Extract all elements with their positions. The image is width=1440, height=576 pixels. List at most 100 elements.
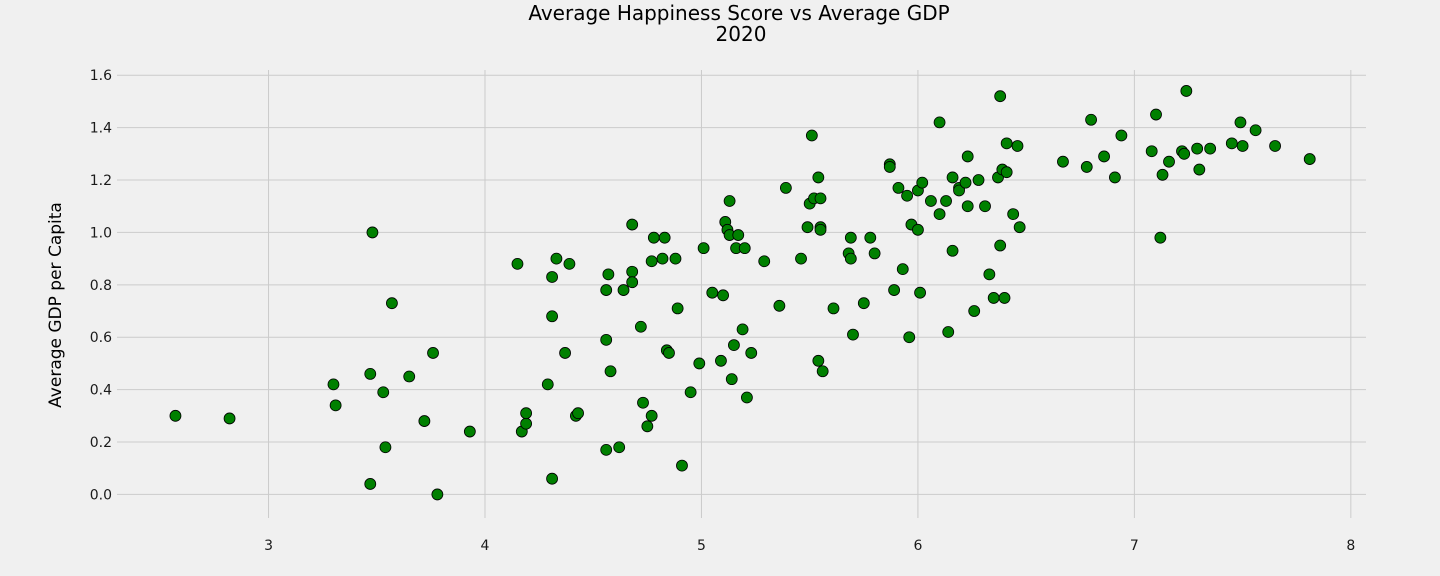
- data-point: [546, 310, 558, 323]
- data-point: [546, 271, 558, 283]
- data-point: [925, 195, 937, 207]
- y-tick-label: 1.4: [90, 121, 112, 137]
- data-point: [844, 231, 857, 244]
- data-point: [773, 299, 786, 312]
- data-point: [169, 409, 182, 422]
- data-point: [888, 284, 901, 296]
- y-tick-label: 0.8: [90, 278, 112, 294]
- data-point: [1080, 161, 1093, 173]
- data-point: [602, 268, 615, 281]
- data-point: [572, 407, 584, 420]
- data-point: [656, 252, 669, 265]
- data-point: [1000, 137, 1013, 150]
- data-point: [1013, 221, 1026, 234]
- data-point: [600, 443, 613, 456]
- data-point: [613, 441, 626, 454]
- data-point: [600, 284, 613, 296]
- data-point: [676, 459, 688, 472]
- data-point: [1204, 142, 1217, 155]
- data-point: [1007, 208, 1020, 220]
- data-point: [814, 192, 827, 205]
- data-point: [671, 302, 684, 315]
- data-point: [959, 176, 972, 189]
- data-point: [816, 365, 829, 378]
- data-point: [403, 370, 416, 383]
- data-point: [745, 347, 758, 359]
- data-point: [647, 231, 660, 244]
- data-point: [706, 286, 719, 299]
- data-point: [600, 333, 613, 346]
- data-point: [377, 386, 390, 399]
- data-point: [961, 150, 974, 163]
- data-point: [857, 297, 870, 310]
- data-point: [998, 292, 1011, 304]
- x-tick-label: 3: [264, 538, 273, 554]
- data-point: [559, 347, 571, 359]
- data-point: [994, 90, 1007, 103]
- y-tick-label: 0.6: [90, 330, 112, 346]
- x-tick-label: 4: [481, 538, 490, 554]
- grid-layer: [117, 70, 1366, 518]
- data-point: [697, 242, 710, 255]
- data-point: [801, 221, 814, 234]
- data-point: [329, 399, 342, 412]
- data-point: [844, 252, 857, 265]
- data-point: [1180, 85, 1193, 97]
- x-tick-label: 5: [697, 538, 706, 554]
- data-point: [645, 409, 658, 422]
- data-point: [1236, 140, 1249, 152]
- y-tick-label: 1.6: [90, 68, 112, 84]
- data-point: [637, 396, 649, 409]
- tick-layer: 3 4 5 6 7 8 0.0 0.2 0.4 0.6 0.8 1.0 1.2 1.4 1.6: [90, 68, 1356, 554]
- data-point: [805, 129, 818, 142]
- data-point: [736, 323, 749, 336]
- data-point: [1269, 140, 1281, 152]
- data-point: [812, 354, 825, 367]
- y-tick-label: 1.0: [90, 225, 112, 241]
- data-point: [1225, 137, 1238, 150]
- data-point: [903, 331, 916, 344]
- data-point: [892, 181, 905, 194]
- data-point: [779, 181, 792, 194]
- data-point: [520, 417, 533, 430]
- data-point: [626, 276, 639, 289]
- data-point: [814, 223, 827, 236]
- data-point: [728, 339, 740, 351]
- data-point: [541, 378, 554, 391]
- chart-subtitle: 2020: [716, 22, 767, 46]
- data-point: [626, 218, 639, 231]
- data-point: [983, 268, 996, 281]
- data-point: [511, 257, 524, 270]
- data-point: [987, 292, 1000, 304]
- data-point: [827, 302, 840, 315]
- data-point: [563, 257, 576, 270]
- data-points: [169, 85, 1316, 501]
- data-point: [812, 171, 825, 184]
- data-point: [795, 252, 807, 265]
- data-point: [725, 373, 738, 386]
- data-point: [896, 263, 909, 276]
- data-point: [1249, 124, 1262, 137]
- data-point: [994, 239, 1007, 252]
- x-tick-label: 7: [1130, 538, 1139, 554]
- data-point: [663, 347, 675, 359]
- data-point: [1178, 147, 1191, 160]
- data-point: [717, 289, 730, 302]
- data-point: [942, 326, 955, 338]
- y-tick-label: 0.0: [90, 487, 112, 503]
- data-point: [223, 412, 236, 425]
- data-point: [914, 286, 926, 299]
- data-point: [645, 255, 658, 268]
- data-point: [604, 365, 617, 378]
- y-tick-label: 0.4: [90, 383, 112, 399]
- data-point: [961, 200, 974, 213]
- data-point: [626, 265, 639, 278]
- data-point: [738, 242, 751, 255]
- data-point: [723, 195, 736, 207]
- data-point: [732, 229, 745, 241]
- data-point: [693, 357, 706, 370]
- data-point: [847, 328, 859, 341]
- data-point: [641, 420, 654, 433]
- data-point: [684, 386, 697, 399]
